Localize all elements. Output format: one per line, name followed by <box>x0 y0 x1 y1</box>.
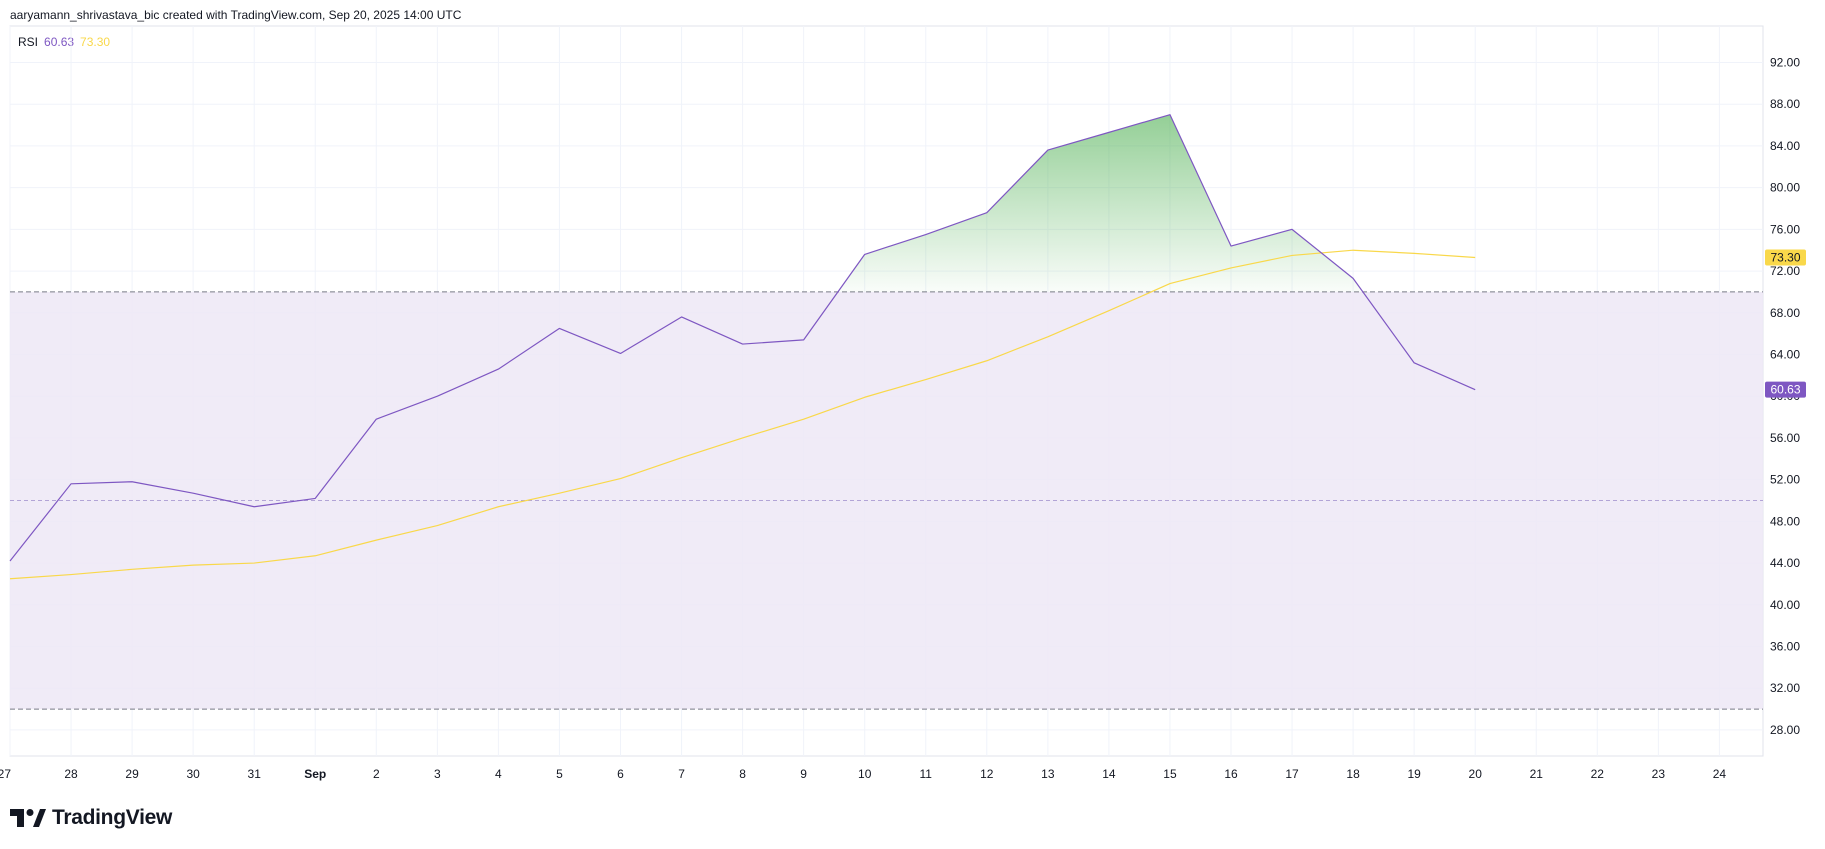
y-tick-label: 72.00 <box>1770 264 1800 278</box>
y-tick-label: 80.00 <box>1770 181 1800 195</box>
x-tick-label: 14 <box>1102 767 1116 781</box>
x-tick-label: 12 <box>980 767 994 781</box>
x-tick-label: 8 <box>739 767 746 781</box>
ma-legend-value: 73.30 <box>80 35 111 49</box>
y-tick-label: 36.00 <box>1770 640 1800 654</box>
x-tick-label: 18 <box>1346 767 1360 781</box>
x-tick-label: 19 <box>1407 767 1421 781</box>
x-tick-label: 2 <box>373 767 380 781</box>
y-tick-label: 76.00 <box>1770 222 1800 236</box>
x-tick-label: 21 <box>1530 767 1544 781</box>
x-tick-label: 28 <box>64 767 78 781</box>
y-tick-label: 44.00 <box>1770 556 1800 570</box>
y-tick-label: 52.00 <box>1770 473 1800 487</box>
y-tick-label: 32.00 <box>1770 681 1800 695</box>
series-lines <box>9 114 1476 580</box>
time-axis: 27 28 29 30 31 Sep 2 3 4 5 6 7 8 9 10 11 12 13 14 15 16 17 18 1… <box>0 767 1726 781</box>
ma-last-value-bg <box>1765 249 1806 266</box>
ma-last-value: 73.30 <box>1770 251 1800 265</box>
x-tick-label: 6 <box>617 767 624 781</box>
rsi-line <box>9 114 1476 562</box>
indicator-name: RSI <box>18 35 39 49</box>
x-tick-label: 27 <box>0 767 11 781</box>
y-tick-label: 88.00 <box>1770 97 1800 111</box>
x-tick-label: 4 <box>495 767 502 781</box>
overbought-fill <box>837 114 1363 292</box>
x-tick-label: 15 <box>1163 767 1177 781</box>
y-tick-label: 28.00 <box>1770 723 1800 737</box>
rsi-last-value-bg <box>1765 381 1806 398</box>
x-tick-label: 3 <box>434 767 441 781</box>
tradingview-logo[interactable]: TradingView <box>10 806 172 830</box>
chart-attribution: aaryamann_shrivastava_bic created with T… <box>10 8 462 22</box>
rsi-chart[interactable]: 92.00 88.00 84.00 80.00 76.00 72.00 68.00 64.00… <box>0 0 1825 800</box>
y-tick-label: 48.00 <box>1770 514 1800 528</box>
x-tick-label: 10 <box>858 767 872 781</box>
x-tick-label: 7 <box>678 767 685 781</box>
x-tick-label: 23 <box>1652 767 1666 781</box>
x-tick-label: Sep <box>304 767 326 781</box>
x-tick-label: 22 <box>1591 767 1605 781</box>
y-tick-label: 40.00 <box>1770 598 1800 612</box>
x-tick-label: 9 <box>800 767 807 781</box>
x-tick-label: 17 <box>1285 767 1299 781</box>
y-tick-label: 84.00 <box>1770 139 1800 153</box>
x-tick-label: 24 <box>1713 767 1727 781</box>
y-tick-label: 64.00 <box>1770 348 1800 362</box>
x-tick-label: 31 <box>248 767 262 781</box>
last-value-badges: 73.30 60.63 <box>1765 249 1806 398</box>
overbought-area <box>837 114 1363 292</box>
level-lines <box>10 291 1763 710</box>
price-axis: 92.00 88.00 84.00 80.00 76.00 72.00 68.00 64.00… <box>1770 56 1800 737</box>
x-tick-label: 13 <box>1041 767 1055 781</box>
x-tick-label: 20 <box>1469 767 1483 781</box>
x-tick-label: 29 <box>125 767 139 781</box>
y-tick-label: 56.00 <box>1770 431 1800 445</box>
x-tick-label: 30 <box>186 767 200 781</box>
y-tick-label: 68.00 <box>1770 306 1800 320</box>
tradingview-logo-text: TradingView <box>52 806 173 829</box>
x-tick-label: 11 <box>920 767 933 781</box>
indicator-legend[interactable]: RSI 60.63 73.30 <box>18 35 110 49</box>
tradingview-logo-icon <box>10 809 46 827</box>
rsi-legend-value: 60.63 <box>44 35 75 49</box>
x-tick-label: 16 <box>1224 767 1238 781</box>
y-tick-label: 92.00 <box>1770 56 1800 70</box>
x-tick-label: 5 <box>556 767 563 781</box>
ma-line <box>9 249 1476 580</box>
rsi-last-value: 60.63 <box>1770 383 1800 397</box>
